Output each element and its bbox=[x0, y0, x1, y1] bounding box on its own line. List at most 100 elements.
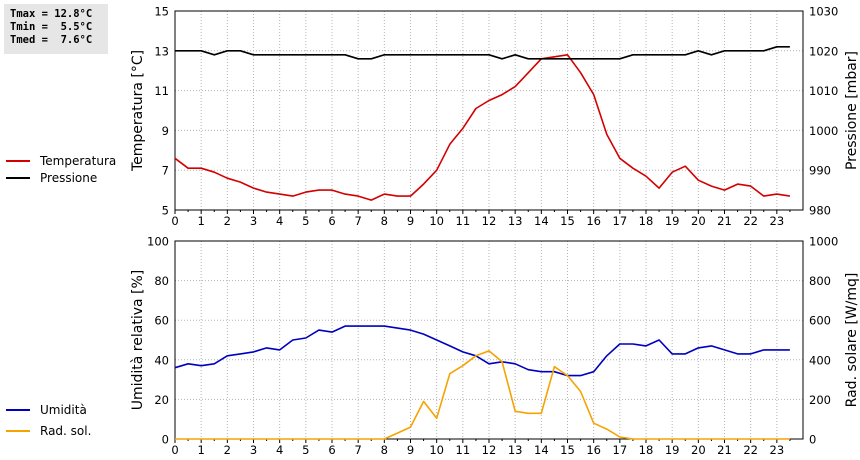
chart1-y2tick-label: 1000 bbox=[809, 124, 838, 138]
chart1-xtick-label: 4 bbox=[276, 214, 283, 228]
chart2-y2tick-label: 200 bbox=[809, 393, 831, 407]
chart1-y2tick-label: 1030 bbox=[809, 5, 838, 19]
chart1-xtick-label: 12 bbox=[482, 214, 497, 228]
legend-bottom: Umidità Rad. sol. bbox=[6, 403, 91, 439]
chart1-xtick-label: 13 bbox=[508, 214, 523, 228]
chart1-xtick-label: 7 bbox=[355, 214, 362, 228]
chart2-y2tick-label: 400 bbox=[809, 353, 831, 367]
chart2-ytick-label: 20 bbox=[154, 393, 169, 407]
chart2-xtick-label: 15 bbox=[560, 443, 575, 457]
chart1-ytick-label: 7 bbox=[162, 164, 169, 178]
chart1-xtick-label: 1 bbox=[198, 214, 205, 228]
chart2-ytick-label: 80 bbox=[154, 274, 169, 288]
chart2-series-rad-sol-line bbox=[175, 350, 790, 440]
chart1-xtick-label: 3 bbox=[250, 214, 257, 228]
legend-swatch-radsol bbox=[6, 429, 30, 432]
chart2-xtick-label: 8 bbox=[381, 443, 388, 457]
legend-item-radsol: Rad. sol. bbox=[6, 422, 91, 439]
chart1-frame bbox=[174, 10, 804, 211]
chart1-y2tick-label: 1010 bbox=[809, 84, 838, 98]
chart1-xtick-label: 21 bbox=[717, 214, 732, 228]
chart2-xtick-label: 21 bbox=[717, 443, 732, 457]
chart1-xtick-label: 17 bbox=[613, 214, 628, 228]
chart2-xtick-label: 5 bbox=[302, 443, 309, 457]
chart1-xtick-label: 18 bbox=[639, 214, 654, 228]
chart1-xtick-label: 11 bbox=[456, 214, 471, 228]
legend-label-temperatura: Temperatura bbox=[40, 153, 117, 168]
chart2-xtick-label: 14 bbox=[534, 443, 549, 457]
chart1-xtick-label: 5 bbox=[302, 214, 309, 228]
chart2-ytick-label: 40 bbox=[154, 353, 169, 367]
chart2-xtick-label: 18 bbox=[639, 443, 654, 457]
chart2-y2tick-label: 1000 bbox=[809, 235, 838, 249]
chart2-xtick-label: 22 bbox=[743, 443, 758, 457]
chart1-y2tick-label: 1020 bbox=[809, 44, 838, 58]
chart2-xtick-label: 0 bbox=[171, 443, 178, 457]
legend-item-pressione: Pressione bbox=[6, 169, 116, 186]
legend-swatch-umidita bbox=[6, 408, 30, 411]
legend-label-pressione: Pressione bbox=[40, 170, 98, 185]
chart2-xtick-label: 1 bbox=[198, 443, 205, 457]
chart1-ytick-label: 13 bbox=[154, 44, 169, 58]
chart2-xtick-label: 6 bbox=[328, 443, 335, 457]
chart1-y2label: Pressione [mbar] bbox=[844, 51, 860, 170]
chart2-xtick-label: 16 bbox=[586, 443, 601, 457]
chart1-xtick-label: 14 bbox=[534, 214, 549, 228]
chart1-xtick-label: 19 bbox=[665, 214, 680, 228]
chart2-y2tick-label: 800 bbox=[809, 274, 831, 288]
chart1-series-temperatura-line bbox=[174, 53, 791, 201]
chart2-xtick-label: 19 bbox=[665, 443, 680, 457]
chart1-ytick-label: 9 bbox=[162, 124, 169, 138]
chart1-y2tick-label: 980 bbox=[809, 204, 831, 218]
chart1-ytick-label: 15 bbox=[154, 5, 169, 19]
chart1-xtick-label: 6 bbox=[328, 214, 335, 228]
chart2-y2label: Rad. solare [W/mq] bbox=[844, 273, 860, 408]
legend-swatch-pressione bbox=[6, 176, 30, 179]
chart1-series-pressione-line bbox=[175, 45, 790, 60]
legend-top: Temperatura Pressione bbox=[6, 152, 116, 186]
chart2-xtick-label: 20 bbox=[691, 443, 706, 457]
chart2-xtick-label: 7 bbox=[355, 443, 362, 457]
legend-item-umidita: Umidità bbox=[6, 401, 91, 418]
chart1-xtick-label: 2 bbox=[224, 214, 231, 228]
chart2-ytick-label: 60 bbox=[154, 314, 169, 328]
chart2-y2tick-label: 600 bbox=[809, 314, 831, 328]
chart1-ytick-label: 5 bbox=[162, 204, 169, 218]
chart2-frame bbox=[174, 240, 804, 440]
chart1-xtick-label: 9 bbox=[407, 214, 414, 228]
legend-swatch-temperatura bbox=[6, 159, 30, 162]
tmin-text: Tmin = 5.5°C bbox=[10, 21, 93, 33]
chart2-xtick-label: 2 bbox=[224, 443, 231, 457]
chart1-xtick-label: 16 bbox=[586, 214, 601, 228]
chart2-xtick-label: 10 bbox=[429, 443, 444, 457]
chart1-xtick-label: 22 bbox=[743, 214, 758, 228]
chart2-xtick-label: 13 bbox=[508, 443, 523, 457]
chart1-ylabel: Temperatura [°C] bbox=[130, 50, 146, 172]
chart1-xtick-label: 20 bbox=[691, 214, 706, 228]
chart1-y2tick-label: 990 bbox=[809, 164, 831, 178]
chart2-xtick-label: 4 bbox=[276, 443, 283, 457]
legend-item-temperatura: Temperatura bbox=[6, 152, 116, 169]
chart1-ytick-label: 11 bbox=[154, 84, 169, 98]
chart1-xtick-label: 15 bbox=[560, 214, 575, 228]
tmax-text: Tmax = 12.8°C bbox=[10, 8, 93, 20]
chart2-ytick-label: 100 bbox=[147, 235, 169, 249]
chart1-xtick-label: 0 bbox=[171, 214, 178, 228]
tmed-text: Tmed = 7.6°C bbox=[10, 34, 93, 46]
chart2-xtick-label: 23 bbox=[770, 443, 785, 457]
chart2-ylabel: Umidità relativa [%] bbox=[130, 270, 146, 411]
chart1-xtick-label: 8 bbox=[381, 214, 388, 228]
chart2-ytick-label: 0 bbox=[162, 433, 169, 447]
legend-label-umidita: Umidità bbox=[40, 402, 87, 417]
stats-box: Tmax = 12.8°C Tmin = 5.5°C Tmed = 7.6°C bbox=[4, 4, 108, 54]
legend-label-radsol: Rad. sol. bbox=[40, 423, 92, 438]
chart2-y2tick-label: 0 bbox=[809, 433, 816, 447]
chart2-xtick-label: 11 bbox=[456, 443, 471, 457]
chart2-xtick-label: 17 bbox=[613, 443, 628, 457]
chart2-xtick-label: 12 bbox=[482, 443, 497, 457]
chart2-series-umidit-line bbox=[174, 325, 790, 377]
chart2-xtick-label: 9 bbox=[407, 443, 414, 457]
chart1-xtick-label: 23 bbox=[770, 214, 785, 228]
chart2-xtick-label: 3 bbox=[250, 443, 257, 457]
